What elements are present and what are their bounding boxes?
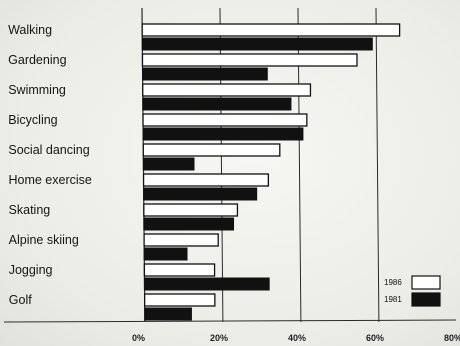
bar-1981-8 — [143, 277, 270, 291]
legend-swatch-1986 — [411, 275, 441, 290]
bar-1986-2 — [142, 83, 312, 97]
bar-1981-2 — [142, 97, 292, 111]
bar-1986-5 — [142, 173, 270, 187]
tick-label: 20% — [210, 333, 228, 343]
bar-1981-0 — [141, 37, 373, 51]
tick-label: 80% — [444, 333, 460, 343]
bar-1986-4 — [142, 143, 281, 157]
category-label: Swimming — [8, 83, 66, 97]
bar-1986-8 — [143, 263, 216, 277]
bar-1986-3 — [142, 113, 308, 127]
category-label: Jogging — [9, 263, 53, 277]
gridline-3 — [375, 7, 380, 323]
bar-1981-6 — [143, 217, 235, 231]
category-label: Bicycling — [8, 113, 57, 127]
x-axis-ticks: 0% 20% 40% 60% 80% — [132, 333, 460, 343]
bar-1981-1 — [141, 67, 268, 81]
legend-label-1986: 1986 — [384, 278, 402, 287]
bar-1981-7 — [143, 247, 188, 261]
category-label: Social dancing — [8, 143, 89, 157]
category-labels: Walking Gardening Swimming Bicycling Social … — [8, 23, 92, 307]
bar-1986-9 — [143, 293, 216, 307]
category-label: Skating — [9, 203, 51, 217]
bar-1981-5 — [143, 187, 258, 201]
category-label: Gardening — [8, 53, 66, 67]
category-label: Alpine skiing — [9, 233, 79, 247]
bar-1986-7 — [143, 233, 219, 247]
category-label: Golf — [9, 293, 32, 307]
bar-1981-4 — [142, 157, 195, 171]
category-label: Walking — [8, 23, 52, 37]
category-label: Home exercise — [8, 173, 91, 187]
bar-1986-1 — [141, 53, 358, 67]
legend-label-1981: 1981 — [384, 295, 402, 304]
bar-1981-9 — [144, 307, 192, 321]
tick-label: 60% — [366, 333, 384, 343]
bar-1986-0 — [141, 23, 401, 37]
tick-label: 0% — [132, 333, 145, 343]
legend-swatch-1981 — [411, 292, 441, 307]
bar-1986-6 — [143, 203, 239, 217]
legend: 1986 1981 — [384, 275, 441, 307]
tick-label: 40% — [288, 333, 306, 343]
bar-1981-3 — [142, 127, 304, 141]
x-axis-line — [3, 319, 457, 323]
bars — [141, 23, 401, 321]
